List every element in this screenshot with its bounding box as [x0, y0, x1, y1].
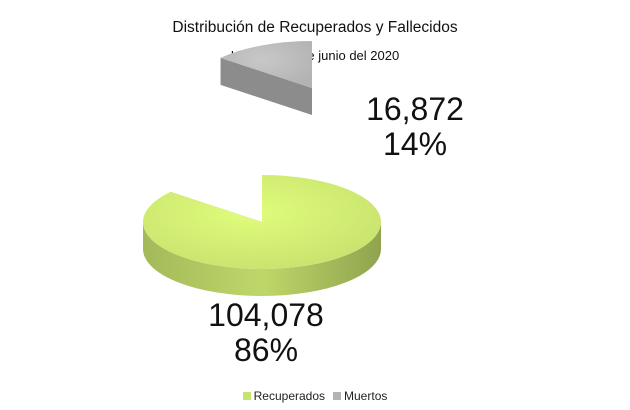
- data-label-muertos-percent: 14%: [382, 126, 448, 162]
- data-label-recuperados-value: 104,078: [208, 297, 324, 333]
- pie-slice-wall: [220, 57, 312, 115]
- data-label-muertos-value: 16,872: [366, 91, 464, 127]
- data-label-recuperados-percent: 86%: [233, 332, 299, 368]
- pie-slice-top: [220, 41, 312, 88]
- chart-legend: Recuperados Muertos: [0, 389, 630, 403]
- legend-label-recuperados: Recuperados: [253, 389, 326, 403]
- data-label-recuperados: 104,078 86%: [206, 298, 326, 368]
- pie-slice-top: [143, 175, 382, 269]
- legend-item-muertos[interactable]: Muertos: [333, 389, 387, 403]
- legend-swatch-muertos: [333, 392, 342, 400]
- pie-slice-muertos[interactable]: [220, 41, 312, 115]
- pie-slice-recuperados[interactable]: [143, 175, 382, 296]
- legend-item-recuperados[interactable]: Recuperados: [242, 389, 326, 403]
- chart-title: Distribución de Recuperados y Fallecidos: [172, 19, 458, 36]
- legend-label-muertos: Muertos: [344, 389, 388, 403]
- legend-swatch-recuperados: [242, 392, 251, 400]
- pie-slice-side: [143, 222, 381, 296]
- data-label-muertos: 16,872 14%: [365, 92, 465, 162]
